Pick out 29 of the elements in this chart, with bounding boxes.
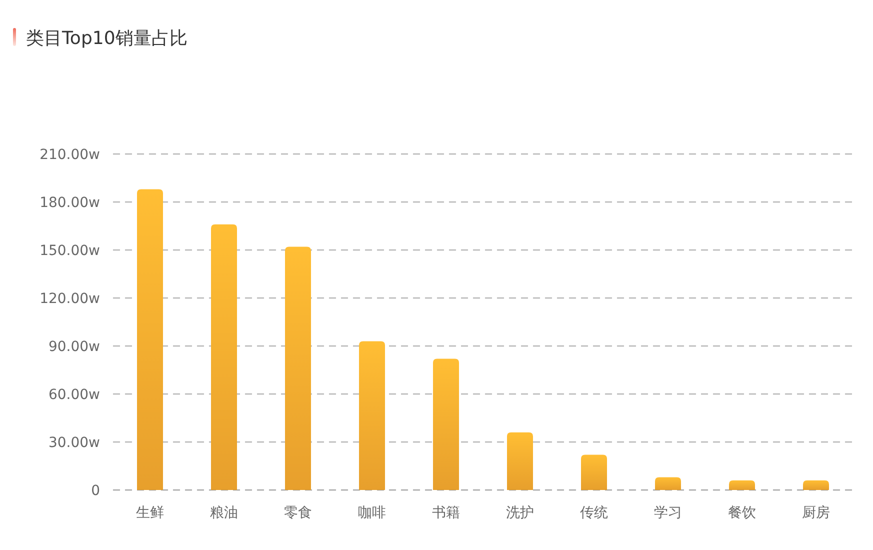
bar [729, 480, 755, 490]
x-tick-label: 粮油 [210, 505, 238, 521]
x-tick-label: 咖啡 [358, 505, 386, 521]
x-tick-label: 零食 [284, 505, 312, 521]
x-tick-label: 洗护 [506, 505, 534, 521]
bar [507, 432, 533, 490]
bar [655, 477, 681, 490]
x-tick-label: 传统 [580, 505, 608, 521]
y-tick-label: 60.00w [48, 386, 100, 403]
y-tick-label: 30.00w [48, 434, 100, 451]
y-tick-label: 90.00w [48, 338, 100, 355]
y-tick-label: 0 [91, 482, 100, 499]
x-tick-label: 书籍 [432, 505, 460, 521]
x-tick-label: 餐饮 [728, 505, 756, 521]
y-tick-label: 210.00w [40, 146, 100, 163]
x-tick-label: 生鲜 [136, 505, 164, 521]
bar [211, 224, 237, 490]
y-tick-label: 180.00w [40, 194, 100, 211]
bar [581, 454, 607, 490]
bar [137, 189, 163, 490]
x-tick-label: 厨房 [802, 505, 830, 521]
bar [285, 246, 311, 490]
bar [359, 341, 385, 490]
x-tick-label: 学习 [654, 505, 682, 521]
y-tick-label: 120.00w [40, 290, 100, 307]
y-tick-label: 150.00w [40, 242, 100, 259]
bar [803, 480, 829, 490]
bar [433, 358, 459, 490]
chart-title: 类目Top10销量占比 [26, 28, 188, 49]
